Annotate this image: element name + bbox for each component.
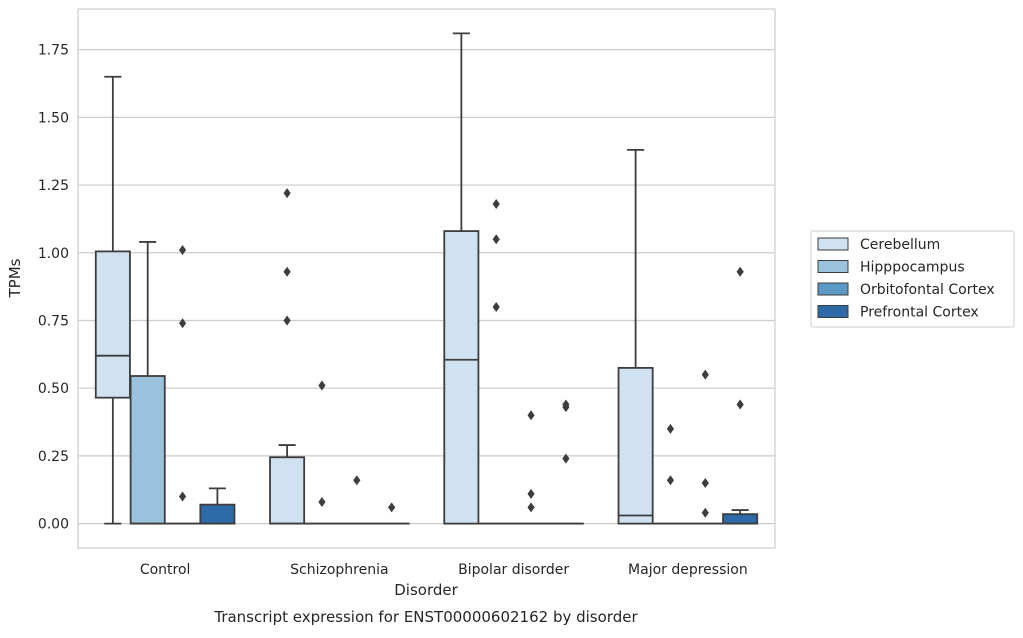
y-axis-label: TPMs [6,258,24,298]
legend-label: Cerebellum [860,237,940,253]
box-body [200,505,234,524]
x-tick-label: Major depression [628,562,748,578]
outlier-point [667,475,674,485]
y-tick-label: 0.50 [38,381,69,397]
box-3-0 [200,488,234,523]
box-0-3 [619,150,653,524]
outlier-point [284,267,291,277]
box-1-2 [479,199,513,524]
outlier-point [284,188,291,198]
outlier-point [353,475,360,485]
y-tick-label: 1.50 [38,110,69,126]
box-2-1 [340,475,374,523]
y-tick-label: 1.25 [38,178,69,194]
outlier-point [493,234,500,244]
box-1-0 [131,242,165,524]
box-3-2 [549,399,583,523]
outlier-point [179,318,186,328]
chart-caption: Transcript expression for ENST0000060216… [213,608,638,626]
legend-label: Hipppocampus [860,260,965,276]
outlier-point [179,492,186,502]
y-tick-label: 0.25 [38,449,69,465]
box-series [96,33,757,523]
x-tick-label: Control [140,562,191,578]
legend-label: Orbitofontal Cortex [860,282,995,298]
x-tick-label: Bipolar disorder [458,562,569,578]
box-1-1 [305,380,339,523]
box-3-3 [723,267,757,524]
outlier-point [318,380,325,390]
box-body [444,231,478,524]
box-0-1 [270,188,304,523]
box-body [96,251,130,397]
box-0-0 [96,77,130,524]
outlier-point [527,489,534,499]
plot-area-frame [78,9,775,548]
box-body [270,457,304,523]
outlier-point [527,502,534,512]
box-1-3 [653,424,687,524]
y-tick-label: 0.75 [38,313,69,329]
box-2-2 [514,410,548,523]
outlier-point [562,454,569,464]
series-1 [131,199,688,524]
gridlines [78,50,775,524]
legend-swatch [818,261,848,273]
y-tick-label: 0.00 [38,517,69,533]
box-body [723,514,757,523]
legend-swatch [818,306,848,318]
series-0 [96,33,653,523]
outlier-point [737,399,744,409]
box-body [619,368,653,524]
outlier-point [667,424,674,434]
outlier-point [388,502,395,512]
y-tick-label: 1.00 [38,246,69,262]
box-2-3 [688,370,722,524]
y-axis-ticks: 0.00 0.25 0.50 0.75 1.00 1.25 1.50 1.75 [38,43,69,533]
box-2-0 [165,245,199,524]
outlier-point [493,199,500,209]
x-axis-label: Disorder [394,581,458,599]
box-body [131,376,165,524]
outlier-point [284,315,291,325]
legend-label: Prefrontal Cortex [860,305,979,321]
x-axis-ticks: Control Schizophrenia Bipolar disorder Majo… [140,562,748,578]
box-0-2 [444,33,478,523]
legend-swatch [818,283,848,295]
outlier-point [702,508,709,518]
legend: Cerebellum Hipppocampus Orbitofontal Corte… [811,231,1014,327]
outlier-point [527,410,534,420]
outlier-point [702,478,709,488]
outlier-point [737,267,744,277]
outlier-point [318,497,325,507]
outlier-point [179,245,186,255]
outlier-point [702,370,709,380]
outlier-point [493,302,500,312]
box-3-1 [375,502,409,523]
legend-swatch [818,238,848,250]
y-tick-label: 1.75 [38,43,69,59]
x-tick-label: Schizophrenia [290,562,388,578]
